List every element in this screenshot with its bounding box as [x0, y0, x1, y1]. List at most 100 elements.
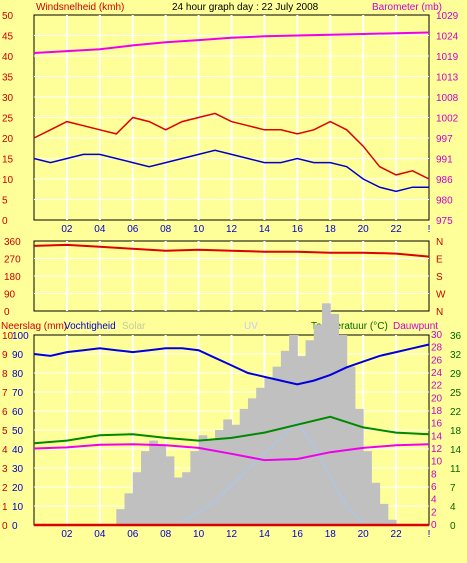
x-tick-label: 14 [259, 529, 271, 540]
rain-y-tick-label: 10 [2, 331, 14, 342]
x-tick-label: 18 [325, 529, 337, 540]
panel2-series [33, 243, 430, 258]
rain-y-tick-label: 1 [2, 502, 8, 513]
solar-bar [198, 435, 208, 525]
wind-y-tick-label: 25 [2, 114, 14, 125]
temp-y-tick-label: 4 [450, 502, 456, 513]
legend-dewpoint: Dauwpunt [393, 321, 438, 332]
humidity-y-tick-label: 10 [12, 502, 24, 513]
series-wind-gust [33, 112, 430, 180]
temp-y-tick-label: 36 [450, 331, 462, 342]
series-humidity [33, 343, 430, 386]
baro-y-tick-label: 1019 [436, 52, 459, 63]
wind-y-tick-label: 0 [2, 216, 8, 227]
solar-bar [371, 482, 381, 525]
solar-bar [338, 335, 348, 525]
x-tick-label: 06 [127, 529, 139, 540]
solar-bar [289, 335, 298, 525]
solar-bar [165, 456, 175, 525]
baro-y-tick-label: 991 [436, 155, 453, 166]
humidity-y-tick-label: 20 [12, 483, 24, 494]
wind-y-tick-label: 35 [2, 73, 14, 84]
x-tick-label: 14 [259, 224, 271, 235]
wind-y-tick-label: 20 [2, 134, 14, 145]
solar-bar [264, 377, 274, 525]
temp-y-tick-label: 22 [450, 407, 462, 418]
legend-solar: Solar [122, 321, 146, 332]
compass-y-tick-label: S [436, 272, 443, 283]
x-tick-label: 08 [160, 224, 172, 235]
humidity-y-tick-label: 40 [12, 445, 24, 456]
legend-humidity: Vochtigheid [64, 321, 116, 332]
rain-y-tick-label: 2 [2, 483, 8, 494]
uv-y-tick-label: 16 [431, 419, 443, 430]
solar-bar [173, 477, 183, 525]
rain-y-tick-label: 7 [2, 388, 8, 399]
baro-y-tick-label: 1013 [436, 73, 459, 84]
panel3-x-ticks: 02 04 06 08 10 12 14 16 18 20 22! [61, 529, 430, 540]
uv-y-tick-label: 12 [431, 444, 443, 455]
temp-y-tick-label: 25 [450, 388, 462, 399]
wind-axis-title: Windsnelheid (kmh) [36, 2, 124, 13]
baro-axis-title: Barometer (mb) [372, 2, 442, 13]
series-dewpoint [33, 443, 430, 462]
x-tick-label: 04 [94, 224, 106, 235]
panel1-grid [34, 15, 429, 220]
rain-y-tick-label: 0 [2, 521, 8, 532]
series-wind-average [33, 149, 429, 193]
wind-y-tick-label: 40 [2, 52, 14, 63]
x-tick-label: 10 [193, 529, 205, 540]
temp-y-tick-label: 29 [450, 369, 462, 380]
humidity-y-tick-label: 30 [12, 464, 24, 475]
rain-y-tick-label: 3 [2, 464, 8, 475]
x-tick-label: 20 [358, 529, 370, 540]
panel3-series [33, 303, 430, 527]
uv-y-tick-label: 8 [431, 469, 437, 480]
baro-y-tick-label: 986 [436, 175, 453, 186]
solar-bar [206, 440, 216, 525]
compass-y-tick-label: E [436, 255, 443, 266]
solar-bar [247, 398, 257, 525]
solar-bar [190, 451, 200, 525]
panel2-grid [34, 241, 429, 311]
x-tick-label: ! [428, 529, 431, 540]
solar-bar [140, 451, 150, 525]
x-tick-label: ! [428, 224, 431, 235]
uv-y-tick-label: 28 [431, 343, 443, 354]
uv-y-tick-label: 24 [431, 368, 443, 379]
panel1-x-ticks: 02 04 06 08 10 12 14 16 18 20 22! [61, 224, 430, 235]
wind-y-tick-label: 30 [2, 93, 14, 104]
rain-y-tick-label: 5 [2, 426, 8, 437]
humidity-y-tick-label: 90 [12, 350, 24, 361]
uv-y-tick-label: 6 [431, 482, 437, 493]
uv-y-tick-label: 2 [431, 507, 437, 518]
humidity-y-tick-label: 100 [12, 331, 29, 342]
solar-bar [256, 387, 265, 525]
solar-bar [330, 313, 339, 525]
rain-y-tick-label: 8 [2, 369, 8, 380]
graph-title: 24 hour graph day : 22 July 2008 [172, 2, 319, 13]
compass-y-tick-label: N [436, 237, 443, 248]
temp-y-tick-label: 0 [450, 521, 456, 532]
humidity-y-tick-label: 0 [12, 521, 18, 532]
solar-bar [379, 503, 389, 525]
wind-y-tick-label: 45 [2, 32, 14, 43]
x-tick-label: 22 [391, 224, 403, 235]
compass-y-tick-label: W [436, 290, 446, 301]
x-tick-label: 10 [193, 224, 205, 235]
uv-y-tick-label: 22 [431, 381, 443, 392]
solar-bar [272, 366, 282, 525]
x-tick-label: 16 [292, 529, 304, 540]
solar-bar [116, 509, 126, 525]
solar-bar [297, 356, 307, 525]
solar-bar [157, 445, 167, 525]
solar-bar [231, 424, 241, 525]
x-tick-label: 20 [358, 224, 370, 235]
temp-y-tick-label: 7 [450, 483, 456, 494]
